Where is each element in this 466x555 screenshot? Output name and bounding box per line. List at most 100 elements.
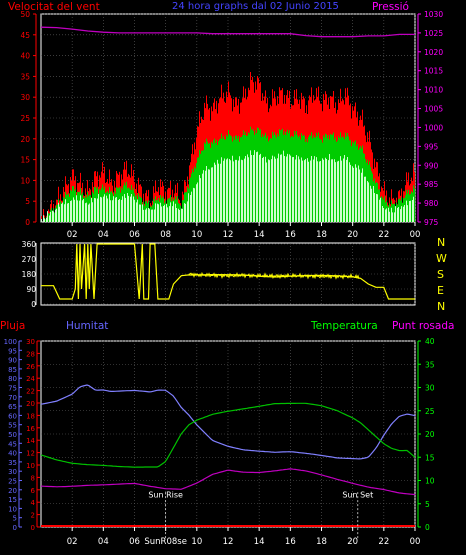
humidity-tick-label: 45 bbox=[8, 440, 17, 448]
temperature-label: Temperatura bbox=[310, 320, 378, 332]
humidity-tick-label: 60 bbox=[8, 412, 17, 420]
direction-tick-label: 90 bbox=[26, 285, 36, 294]
pressure-tick-label: 1005 bbox=[424, 105, 443, 114]
pressure-tick-label: 1000 bbox=[424, 123, 443, 132]
humidity-tick-label: 10 bbox=[8, 505, 17, 513]
temperature-tick-label: 20 bbox=[425, 430, 435, 439]
humidity-tick-label: 85 bbox=[8, 366, 17, 374]
rain-tick-label: 8 bbox=[31, 474, 35, 482]
wind-speed-tick-label: 40 bbox=[20, 52, 30, 61]
temperature-line bbox=[40, 402, 416, 468]
direction-tick-label: 0 bbox=[31, 300, 36, 309]
temp-x-tick-label: 00 bbox=[410, 537, 421, 547]
rain-tick-label: 30 bbox=[26, 338, 35, 346]
pressure-line bbox=[40, 26, 415, 38]
humidity-tick-label: 20 bbox=[8, 487, 17, 495]
pressure-axis: 975 980 985 990 995 1000 1005 1010 1015 1020 1025 1… bbox=[417, 10, 443, 227]
humidity-tick-label: 15 bbox=[8, 496, 17, 504]
rain-tick-label: 20 bbox=[26, 400, 35, 408]
temperature-tick-label: 15 bbox=[425, 453, 435, 462]
temperature-humidity-series bbox=[40, 384, 416, 527]
wind-x-tick-label: 22 bbox=[378, 230, 389, 240]
rain-tick-label: 14 bbox=[26, 437, 35, 445]
direction-label-s: S bbox=[437, 268, 444, 281]
direction-tick-label: 270 bbox=[22, 255, 37, 264]
rain-tick-label: 2 bbox=[31, 512, 35, 520]
temperature-tick-label: 5 bbox=[425, 500, 430, 509]
humidity-tick-label: 70 bbox=[8, 394, 17, 402]
dewpoint-line bbox=[40, 468, 416, 496]
rain-tick-label: 4 bbox=[31, 499, 36, 507]
wind-x-tick-label: 16 bbox=[285, 230, 296, 240]
wind-x-tick-label: 02 bbox=[67, 230, 78, 240]
wind-speed-tick-label: 5 bbox=[25, 197, 30, 206]
pressure-tick-label: 1010 bbox=[424, 86, 443, 95]
humidity-tick-label: 80 bbox=[8, 375, 17, 383]
temperature-axis: 0 5 10 15 20 25 30 35 40 bbox=[417, 337, 435, 532]
rain-tick-label: 22 bbox=[26, 388, 35, 396]
wind-x-tick-label: 14 bbox=[254, 230, 265, 240]
temperature-tick-label: 25 bbox=[425, 407, 435, 416]
humidity-tick-label: 30 bbox=[8, 468, 17, 476]
wind-x-tick-label: 12 bbox=[223, 230, 234, 240]
wind-speed-tick-label: 10 bbox=[20, 176, 30, 185]
humidity-tick-label: 65 bbox=[8, 403, 17, 411]
wind-speed-tick-label: 35 bbox=[20, 72, 30, 81]
humidity-tick-label: 25 bbox=[8, 478, 17, 486]
wind-speed-tick-label: 0 bbox=[25, 218, 30, 227]
temp-x-tick-label: 04 bbox=[98, 537, 109, 547]
humidity-tick-label: 50 bbox=[8, 431, 17, 439]
rain-tick-label: 28 bbox=[26, 350, 35, 358]
rain-tick-label: 26 bbox=[26, 363, 35, 371]
pressure-tick-label: 985 bbox=[424, 180, 439, 189]
humidity-label: Humitat bbox=[66, 320, 108, 332]
dewpoint-label: Punt rosada bbox=[392, 320, 454, 332]
direction-label-w: W bbox=[436, 252, 447, 265]
humidity-tick-label: 95 bbox=[8, 347, 17, 355]
wind-speed-tick-label: 30 bbox=[20, 93, 30, 102]
temp-x-tick-label: 14 bbox=[254, 537, 265, 547]
temp-x-tick-label: 16 bbox=[285, 537, 296, 547]
sun-annotation-label: Sun Set bbox=[342, 491, 373, 500]
temperature-tick-label: 0 bbox=[425, 523, 430, 532]
temperature-tick-label: 30 bbox=[425, 384, 435, 393]
wind-direction-line bbox=[41, 243, 415, 300]
pressure-tick-label: 995 bbox=[424, 142, 439, 151]
humidity-tick-label: 100 bbox=[4, 338, 17, 346]
wind-x-tick-label: 20 bbox=[347, 230, 358, 240]
wind-direction-panel: 0 90 180 270 360 N W S E N bbox=[22, 236, 447, 313]
wind-speed-axis: 0 5 10 15 20 25 30 35 40 45 50 bbox=[20, 10, 37, 227]
wind-direction-detail-line bbox=[188, 271, 360, 280]
humidity-tick-label: 40 bbox=[8, 450, 17, 458]
temp-x-tick-label: 12 bbox=[223, 537, 234, 547]
pressure-label: Pressió bbox=[372, 1, 409, 13]
rain-tick-label: 0 bbox=[31, 524, 35, 532]
direction-label-n-bottom: N bbox=[437, 300, 445, 313]
pressure-tick-label: 1020 bbox=[424, 48, 443, 57]
pressure-tick-label: 1015 bbox=[424, 67, 443, 76]
humidity-tick-label: 0 bbox=[13, 524, 17, 532]
wind-speed-tick-label: 45 bbox=[20, 31, 30, 40]
wind-x-tick-label: 06 bbox=[129, 230, 140, 240]
temp-x-tick-label: 22 bbox=[378, 537, 389, 547]
direction-label-n-top: N bbox=[437, 236, 445, 249]
wind-pressure-series bbox=[40, 26, 415, 222]
pressure-tick-label: 980 bbox=[424, 199, 439, 208]
wind-speed-label: Velocitat del vent bbox=[8, 1, 100, 13]
temp-x-tick-label: 20 bbox=[347, 537, 358, 547]
wind-x-tick-label: 08 bbox=[160, 230, 171, 240]
wind-x-tick-label: 04 bbox=[98, 230, 109, 240]
wind-x-tick-label: 18 bbox=[316, 230, 327, 240]
humidity-tick-label: 75 bbox=[8, 385, 17, 393]
direction-label-e: E bbox=[437, 284, 444, 297]
wind-speed-tick-label: 25 bbox=[20, 114, 30, 123]
humidity-tick-label: 5 bbox=[13, 515, 17, 523]
direction-tick-label: 180 bbox=[22, 270, 37, 279]
wind-pressure-x-axis: 02 04 06 08 10 12 14 16 18 20 22 00 bbox=[67, 222, 420, 240]
chart-title: 24 hora graphs dal 02 Junio 2015 bbox=[172, 1, 339, 12]
wind-direction-series bbox=[41, 243, 415, 300]
temperature-tick-label: 10 bbox=[425, 477, 435, 486]
